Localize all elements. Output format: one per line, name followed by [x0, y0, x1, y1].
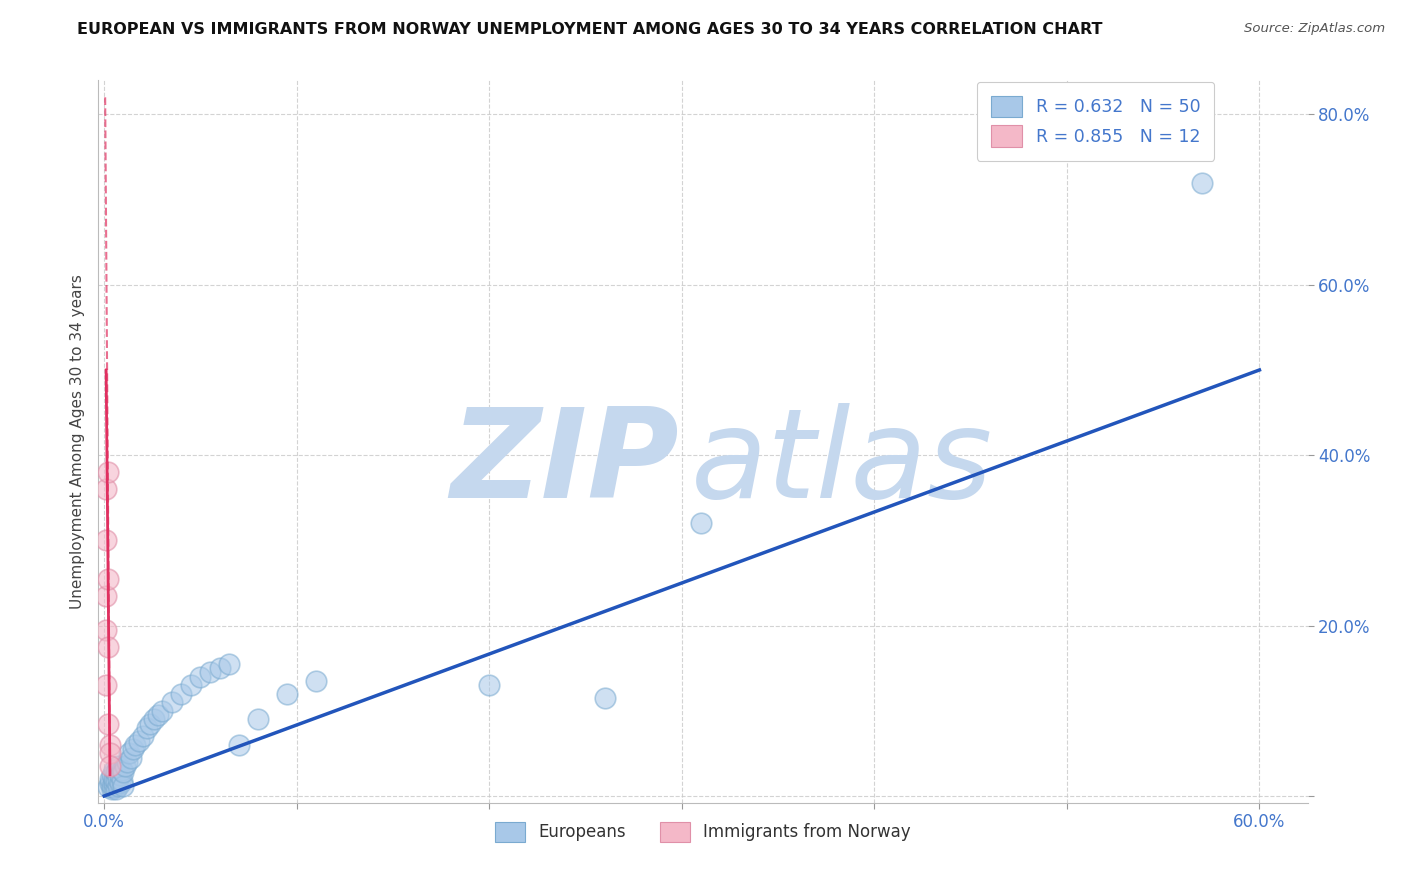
Point — [103, 776, 125, 790]
Point — [110, 764, 132, 778]
Point — [276, 687, 298, 701]
Point — [97, 640, 120, 654]
Point — [112, 779, 135, 793]
Point — [98, 772, 121, 786]
Point — [103, 772, 125, 786]
Point — [94, 589, 117, 603]
Point — [135, 721, 157, 735]
Point — [124, 738, 146, 752]
Point — [101, 767, 124, 781]
Point — [103, 780, 125, 795]
Point — [112, 765, 135, 780]
Point — [97, 465, 120, 479]
Point — [160, 695, 183, 709]
Point — [180, 678, 202, 692]
Point — [104, 773, 127, 788]
Point — [101, 782, 124, 797]
Point — [128, 733, 150, 747]
Point — [190, 670, 212, 684]
Text: Source: ZipAtlas.com: Source: ZipAtlas.com — [1244, 22, 1385, 36]
Point — [107, 759, 129, 773]
Point — [108, 776, 131, 790]
Point — [107, 779, 129, 793]
Text: ZIP: ZIP — [450, 402, 679, 524]
Point — [98, 747, 121, 761]
Y-axis label: Unemployment Among Ages 30 to 34 years: Unemployment Among Ages 30 to 34 years — [69, 274, 84, 609]
Point — [98, 759, 121, 773]
Point — [146, 708, 169, 723]
Point — [143, 712, 166, 726]
Point — [94, 678, 117, 692]
Legend: Europeans, Immigrants from Norway: Europeans, Immigrants from Norway — [489, 815, 917, 848]
Text: EUROPEAN VS IMMIGRANTS FROM NORWAY UNEMPLOYMENT AMONG AGES 30 TO 34 YEARS CORREL: EUROPEAN VS IMMIGRANTS FROM NORWAY UNEMP… — [77, 22, 1102, 37]
Point — [593, 691, 616, 706]
Point — [139, 716, 162, 731]
Point — [305, 673, 328, 688]
Point — [170, 687, 193, 701]
Point — [122, 742, 145, 756]
Point — [94, 482, 117, 496]
Point — [107, 772, 129, 786]
Point — [1191, 176, 1213, 190]
Point — [110, 773, 132, 788]
Text: atlas: atlas — [690, 402, 993, 524]
Point — [120, 750, 142, 764]
Point — [690, 516, 713, 531]
Point — [150, 704, 173, 718]
Point — [247, 712, 270, 726]
Point — [114, 759, 136, 773]
Point — [104, 765, 127, 780]
Point — [117, 755, 139, 769]
Point — [101, 779, 124, 793]
Point — [94, 533, 117, 548]
Point — [108, 767, 131, 781]
Point — [97, 716, 120, 731]
Point — [198, 665, 221, 680]
Point — [478, 678, 501, 692]
Point — [228, 738, 250, 752]
Point — [94, 623, 117, 637]
Point — [103, 764, 125, 778]
Point — [208, 661, 231, 675]
Point — [218, 657, 240, 671]
Point — [131, 729, 153, 743]
Point — [97, 780, 120, 795]
Point — [98, 776, 121, 790]
Point — [104, 782, 127, 797]
Point — [118, 747, 141, 761]
Point — [97, 572, 120, 586]
Point — [98, 738, 121, 752]
